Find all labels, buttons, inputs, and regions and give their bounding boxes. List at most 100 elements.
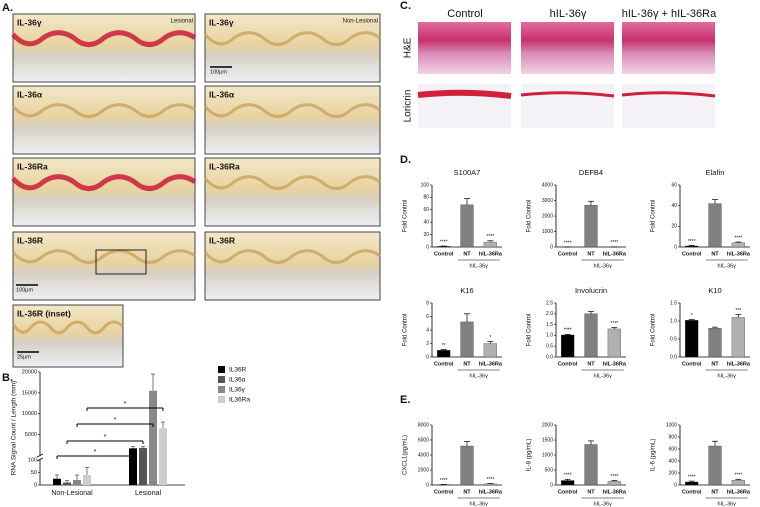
tile-label: IL-36Ra [209, 161, 240, 171]
y-axis-label: Fold Control [651, 314, 657, 347]
bar [731, 480, 745, 486]
epidermis [11, 320, 125, 335]
y-tick-label: 8 [426, 300, 429, 306]
x-tick-label: NT [463, 489, 471, 495]
x-tick-label: NT [587, 251, 595, 257]
bar [139, 447, 147, 485]
y-tick-label: 1.5 [546, 322, 553, 328]
group-label: hIL-36γ [717, 263, 736, 269]
row-label: H&E [403, 37, 414, 58]
he-tile [418, 22, 511, 74]
significance-label: **** [564, 473, 572, 479]
y-tick-label: 2000 [542, 213, 553, 219]
group-label: hIL-36γ [717, 501, 736, 507]
x-tick-label: Lesional [135, 490, 162, 497]
tile-label: IL-36α [17, 89, 43, 99]
significance-label: **** [610, 240, 618, 246]
bar [149, 390, 157, 485]
group-label: hIL-36γ [593, 501, 612, 507]
tile-label: IL-36R [209, 235, 235, 245]
chart-title: DEFB4 [579, 168, 603, 177]
significance-label: * [691, 313, 693, 319]
bar [129, 448, 137, 485]
he-tile [521, 22, 614, 74]
y-tick-label: 1.5 [670, 300, 677, 306]
bar [584, 204, 598, 248]
chart-title: S100A7 [454, 168, 481, 177]
epidermis [11, 249, 196, 265]
epidermis [203, 175, 381, 191]
y-tick-label: 5000 [25, 432, 37, 438]
y-tick-label: 0 [674, 244, 677, 250]
y-tick-label: 4000 [542, 182, 553, 188]
tile-label: IL-36R (inset) [17, 308, 71, 318]
loricrin-tile [521, 84, 614, 128]
bar [584, 313, 598, 358]
he-tile [622, 22, 715, 74]
x-tick-label: hIL-36Ra [603, 489, 627, 495]
chart-title: Involucrin [575, 286, 607, 295]
y-axis-label: CXCL1(pg/mL) [403, 435, 409, 475]
x-tick-label: hIL-36Ra [479, 361, 503, 367]
significance-label: **** [440, 239, 448, 245]
x-tick-label: NT [711, 251, 719, 257]
bar [483, 343, 497, 358]
group-label: hIL-36γ [717, 373, 736, 379]
significance-label: **** [610, 321, 618, 327]
bar [708, 203, 722, 248]
loricrin-tile [622, 84, 715, 128]
x-tick-label: hIL-36Ra [727, 251, 751, 257]
y-axis-label: Fold Control [403, 314, 409, 347]
x-tick-label: NT [711, 489, 719, 495]
y-tick-label: 6 [426, 314, 429, 320]
group-label: hIL-36γ [469, 263, 488, 269]
legend-swatch [218, 386, 225, 393]
y-tick-label: 0.0 [670, 354, 677, 360]
x-tick-label: Control [682, 251, 702, 257]
x-tick-label: Non-Lesional [51, 490, 93, 497]
chart-title: K10 [708, 286, 721, 295]
y-tick-label: 0 [34, 482, 37, 488]
y-tick-label: 80 [423, 195, 429, 201]
significance-label: * [104, 434, 107, 441]
y-axis-label: Fold Control [651, 200, 657, 233]
y-tick-label: 20 [671, 224, 677, 230]
significance-label: **** [564, 328, 572, 334]
y-tick-label: 40 [423, 220, 429, 226]
y-tick-label: 1.0 [546, 333, 553, 339]
y-tick-label: 0 [426, 482, 429, 488]
tile-label: IL-36R [17, 235, 43, 245]
significance-label: **** [486, 234, 494, 240]
y-tick-label: 400 [669, 458, 678, 464]
y-tick-label: 500 [545, 467, 554, 473]
y-tick-label: 0 [550, 244, 553, 250]
y-tick-label: 60 [671, 182, 677, 188]
y-axis-label: RNA Signal Count / Length (mm) [11, 381, 18, 476]
significance-label: * [489, 335, 491, 341]
y-tick-label: 200 [669, 470, 678, 476]
bar [607, 481, 621, 486]
y-axis-label: Fold Control [527, 200, 533, 233]
significance-label: ** [442, 343, 446, 349]
y-tick-label: 4000 [418, 452, 429, 458]
y-tick-label: 2000 [542, 422, 553, 428]
significance-label: **** [564, 240, 572, 246]
y-tick-label: 0.0 [546, 354, 553, 360]
y-tick-label: 8000 [418, 422, 429, 428]
y-tick-label: 1000 [542, 229, 553, 235]
bar [731, 317, 745, 358]
significance-label: **** [734, 473, 742, 479]
epidermis [11, 174, 197, 192]
legend-label: IL36R [229, 367, 247, 374]
y-tick-label: 2.0 [546, 311, 553, 317]
bar [584, 444, 598, 486]
x-tick-label: Control [434, 489, 454, 495]
tile-label: IL-36γ [209, 17, 234, 27]
chart-title: K16 [460, 286, 473, 295]
bar [731, 242, 745, 248]
x-tick-label: NT [711, 361, 719, 367]
y-tick-label: 3000 [542, 198, 553, 204]
bar [460, 321, 474, 358]
bar [708, 328, 722, 358]
y-axis-label: Fold Control [527, 314, 533, 347]
